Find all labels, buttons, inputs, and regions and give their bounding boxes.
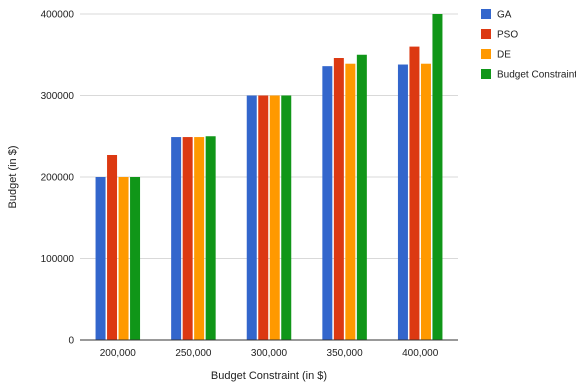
bar-de bbox=[118, 177, 129, 340]
y-tick-label: 400000 bbox=[41, 10, 75, 21]
bar-ga bbox=[397, 64, 408, 340]
bar-ga bbox=[246, 95, 257, 340]
legend-label: Budget Constraint bbox=[497, 70, 576, 81]
legend-label: GA bbox=[497, 10, 512, 21]
x-tick-label: 350,000 bbox=[327, 348, 364, 359]
bar-pso bbox=[107, 154, 118, 340]
x-tick-label: 400,000 bbox=[402, 348, 439, 359]
y-tick-label: 300000 bbox=[41, 91, 75, 102]
legend-swatch bbox=[481, 69, 491, 79]
legend-swatch bbox=[481, 49, 491, 59]
bar-budget-constraint bbox=[432, 14, 443, 340]
x-tick-label: 300,000 bbox=[251, 348, 288, 359]
x-tick-label: 250,000 bbox=[175, 348, 212, 359]
x-axis-label: Budget Constraint (in $) bbox=[211, 370, 327, 382]
bars bbox=[95, 14, 443, 341]
legend-swatch bbox=[481, 9, 491, 19]
bar-de bbox=[194, 137, 205, 340]
x-axis-ticks: 200,000 250,000 300,000 350,000 400,000 bbox=[100, 348, 439, 359]
gridlines bbox=[80, 13, 458, 259]
bar-budget-constraint bbox=[205, 136, 216, 340]
legend-label: PSO bbox=[497, 30, 518, 41]
legend-label: DE bbox=[497, 50, 511, 61]
legend-swatch bbox=[481, 29, 491, 39]
bar-pso bbox=[182, 137, 193, 340]
y-axis-ticks: 0 100000 200000 300000 400000 bbox=[41, 10, 75, 347]
bar-pso bbox=[258, 95, 269, 340]
x-tick-label: 200,000 bbox=[100, 348, 137, 359]
bar-ga bbox=[95, 177, 106, 340]
bar-pso bbox=[333, 58, 344, 340]
bar-de bbox=[269, 95, 280, 340]
bar-budget-constraint bbox=[281, 95, 292, 340]
y-tick-label: 100000 bbox=[41, 254, 75, 265]
bar-ga bbox=[322, 66, 333, 340]
bar-budget-constraint bbox=[356, 54, 367, 340]
bar-de bbox=[345, 63, 356, 341]
bar-pso bbox=[409, 46, 420, 340]
bar-ga bbox=[171, 137, 182, 340]
bar-de bbox=[420, 63, 431, 341]
y-axis-label: Budget (in $) bbox=[7, 146, 19, 209]
legend: GA PSO DE Budget Constraint bbox=[481, 9, 576, 81]
y-tick-label: 0 bbox=[68, 336, 74, 347]
y-tick-label: 200000 bbox=[41, 173, 75, 184]
bar-budget-constraint bbox=[130, 177, 141, 340]
